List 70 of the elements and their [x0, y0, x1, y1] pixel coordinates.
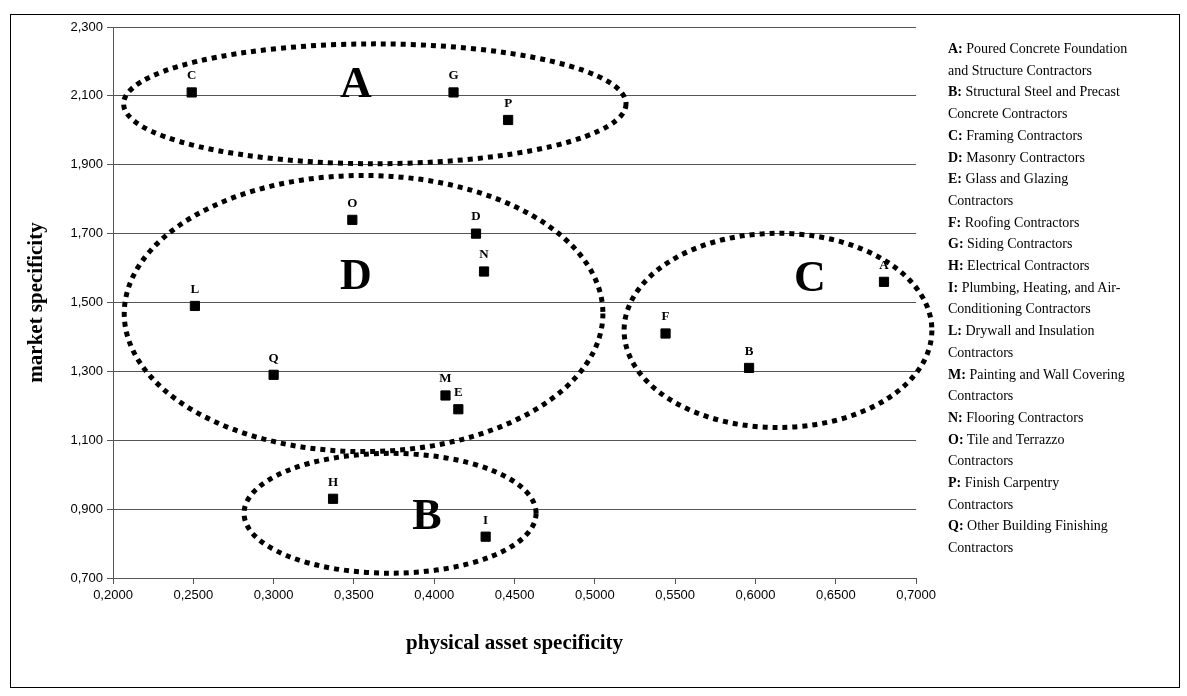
y-tick-label: 1,500 — [70, 294, 103, 310]
point — [470, 228, 482, 239]
data-label: P — [504, 94, 513, 110]
point — [327, 493, 339, 504]
point — [448, 87, 459, 98]
text: H: Electrical Contractors — [948, 257, 1091, 276]
x-tick-label: 0,4500 — [494, 587, 535, 603]
text: A: Poured Concrete Foundation and Structure Contractors — [948, 40, 1128, 80]
x-tick-label: 0,6000 — [735, 587, 776, 603]
annotation: A — [340, 58, 372, 107]
text: M: Painting and Wall Covering Contractors — [948, 365, 1126, 406]
point — [347, 214, 358, 225]
annotation: D — [340, 250, 372, 299]
data-label: L — [190, 280, 200, 296]
data-label: E — [454, 384, 463, 400]
y-tick-label: 1,300 — [70, 362, 103, 378]
x-tick-label: 0,4000 — [414, 587, 455, 603]
point — [478, 266, 490, 277]
y-tick-label: 1,700 — [70, 225, 103, 241]
point — [743, 362, 755, 374]
y-tick-label: 2,300 — [70, 18, 103, 34]
text: Q: Other Building Finishing Contractors — [948, 517, 1109, 558]
data-label: Q — [268, 349, 279, 365]
data-label: H — [327, 473, 339, 489]
x-axis-title: physical asset specificity — [406, 629, 624, 654]
point — [660, 328, 671, 339]
point — [878, 276, 890, 287]
text: B: Structural Steel and Precast Concrete Contractors — [948, 83, 1121, 124]
x-tick-label: 0,7000 — [896, 587, 936, 603]
point — [189, 300, 201, 312]
x-tick-label: 0,6500 — [815, 587, 856, 603]
data-label: M — [439, 370, 452, 386]
y-axis-title: market specificity — [23, 221, 48, 383]
x-tick-label: 0,3000 — [253, 587, 294, 603]
data-label: B — [744, 342, 754, 358]
text: C: Framing Contractors — [948, 126, 1084, 145]
text: N: Flooring Contractors — [948, 408, 1085, 427]
point — [440, 390, 451, 401]
point — [453, 404, 464, 415]
point — [480, 531, 491, 542]
y-tick-label: 2,100 — [70, 87, 103, 103]
data-label: O — [347, 194, 358, 210]
x-tick-label: 0,2000 — [93, 587, 133, 603]
x-tick-label: 0,5000 — [574, 587, 615, 603]
text: L: Drywall and Insulation Contractors — [948, 322, 1096, 362]
data-label: F — [661, 308, 670, 324]
text: F: Roofing Contractors — [948, 213, 1081, 232]
point — [503, 114, 514, 126]
text: I: Plumbing, Heating, and Air-Conditioning Contractors — [948, 278, 1122, 319]
data-label: G — [448, 67, 459, 83]
data-label: C — [187, 67, 197, 83]
y-tick-label: 0,900 — [70, 500, 103, 516]
x-tick-label: 0,5500 — [655, 587, 696, 603]
annotation: C — [794, 252, 826, 301]
y-tick-label: 1,900 — [70, 156, 103, 172]
x-tick-label: 0,3500 — [334, 587, 374, 603]
text: G: Siding Contractors — [948, 235, 1074, 254]
text: O: Tile and Terrazzo Contractors — [948, 430, 1066, 471]
text: D: Masonry Contractors — [948, 148, 1086, 167]
data-label: I — [483, 511, 489, 527]
text: P: Finish Carpentry Contractors — [948, 474, 1061, 514]
y-tick-label: 0,700 — [70, 569, 103, 585]
data-label: D — [471, 208, 481, 224]
text: E: Glass and Glazing Contractors — [948, 170, 1070, 210]
data-label: A — [879, 256, 890, 272]
x-tick-label: 0,2500 — [173, 587, 214, 603]
point — [268, 369, 279, 380]
point — [186, 87, 197, 98]
data-label: N — [479, 246, 490, 262]
y-tick-label: 1,100 — [70, 431, 103, 447]
